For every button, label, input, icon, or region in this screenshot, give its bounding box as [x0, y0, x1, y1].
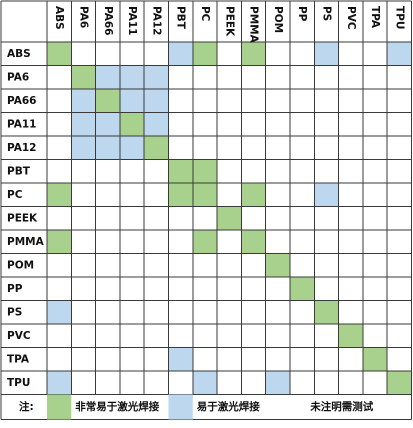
cell-pa11-pa11	[119, 112, 145, 136]
row-label-pbt: PBT	[7, 165, 31, 177]
cell-pa66-pa11	[119, 89, 145, 113]
column-header-abs: ABS	[53, 6, 65, 30]
cell-tpu-abs	[47, 371, 72, 395]
cell-pbt-pc	[192, 159, 218, 183]
row-label-pa12: PA12	[7, 142, 36, 154]
row-label-pa6: PA6	[7, 71, 29, 83]
column-header-tpu: TPU	[393, 6, 405, 29]
column-header-ps: PS	[320, 6, 332, 21]
row-label-peek: PEEK	[7, 212, 38, 224]
row-label-pmma: PMMA	[7, 236, 45, 248]
column-header-pa6: PA6	[77, 6, 89, 28]
row-label-pa11: PA11	[7, 118, 36, 130]
matrix-grid	[0, 0, 412, 420]
cell-abs-abs	[47, 42, 72, 66]
cell-abs-pc	[192, 42, 218, 66]
cell-pvc-pvc	[338, 324, 363, 348]
column-header-tpa: TPA	[369, 6, 381, 29]
cell-pc-pmma	[241, 183, 266, 207]
row-label-abs: ABS	[7, 48, 31, 60]
legend-very-easy-swatch	[47, 394, 72, 420]
cell-tpu-pc	[192, 371, 218, 395]
row-label-column: ABS PA6 PA66 PA11 PA12 PBT PC PEEK PMMA POM PP PS PV…	[7, 48, 45, 389]
cell-pa66-pa6	[71, 89, 96, 113]
legend-easy-swatch	[168, 394, 193, 420]
cell-abs-pmma	[241, 42, 266, 66]
cell-pa12-pa66	[95, 136, 120, 160]
cell-pom-pom	[265, 253, 290, 277]
cell-pa66-pa12	[144, 89, 169, 113]
legend-untested-label: 未注明需测试	[309, 400, 373, 413]
cell-pa6-pa6	[71, 65, 96, 89]
row-label-tpa: TPA	[7, 353, 30, 365]
cell-tpu-tpu	[387, 371, 412, 395]
row-label-pp: PP	[7, 283, 23, 295]
cell-pp-pp	[290, 277, 315, 301]
cell-pa12-pa12	[144, 136, 169, 160]
cell-pc-ps	[314, 183, 339, 207]
column-header-pvc: PVC	[345, 6, 357, 30]
legend-row: 注: 非常易于激光焊接 易于激光焊接 未注明需测试	[19, 394, 374, 420]
cell-abs-pbt	[168, 42, 193, 66]
cell-peek-peek	[217, 206, 242, 230]
cell-pbt-pbt	[168, 159, 193, 183]
row-label-pc: PC	[7, 189, 23, 201]
cell-pc-abs	[47, 183, 72, 207]
row-label-pom: POM	[7, 259, 34, 271]
cell-tpa-tpa	[362, 347, 388, 371]
column-header-pa12: PA12	[150, 6, 162, 35]
cell-ps-abs	[47, 300, 72, 324]
column-header-pa11: PA11	[126, 6, 138, 35]
cell-pmma-pmma	[241, 230, 266, 254]
cell-abs-ps	[314, 42, 339, 66]
column-header-pp: PP	[296, 6, 308, 22]
cell-pa12-pa6	[71, 136, 96, 160]
cell-pa12-pa11	[119, 136, 145, 160]
cell-pa6-pa11	[119, 65, 145, 89]
legend-very-easy-label: 非常易于激光焊接	[75, 400, 159, 413]
cell-pa66-pa66	[95, 89, 120, 113]
cell-pc-pc	[192, 183, 218, 207]
column-header-pom: POM	[272, 6, 284, 33]
row-label-ps: PS	[7, 306, 22, 318]
cell-pa6-pa66	[95, 65, 120, 89]
column-header-pbt: PBT	[175, 6, 187, 30]
column-header-pmma: PMMA	[248, 6, 260, 44]
column-header-peek: PEEK	[223, 6, 235, 37]
column-header-pc: PC	[199, 6, 211, 22]
column-header-row: ABS PA6 PA66 PA11 PA12 PBT PC PEEK PMMA POM PP PS PV…	[53, 6, 405, 44]
row-label-pvc: PVC	[7, 330, 31, 342]
cell-pa11-pa6	[71, 112, 96, 136]
cell-pc-pbt	[168, 183, 193, 207]
matrix-cells	[47, 42, 412, 395]
cell-pa11-pa12	[144, 112, 169, 136]
cell-tpa-pbt	[168, 347, 193, 371]
row-label-pa66: PA66	[7, 95, 36, 107]
cell-abs-tpu	[387, 42, 412, 66]
legend-note-label: 注:	[19, 400, 34, 413]
cell-tpu-pom	[265, 371, 290, 395]
cell-pmma-pc	[192, 230, 218, 254]
legend-easy-label: 易于激光焊接	[197, 400, 260, 413]
cell-ps-ps	[314, 300, 339, 324]
cell-pa11-pa66	[95, 112, 120, 136]
cell-pa6-pa12	[144, 65, 169, 89]
column-header-pa66: PA66	[102, 6, 114, 35]
cell-pmma-abs	[47, 230, 72, 254]
row-label-tpu: TPU	[7, 377, 30, 389]
